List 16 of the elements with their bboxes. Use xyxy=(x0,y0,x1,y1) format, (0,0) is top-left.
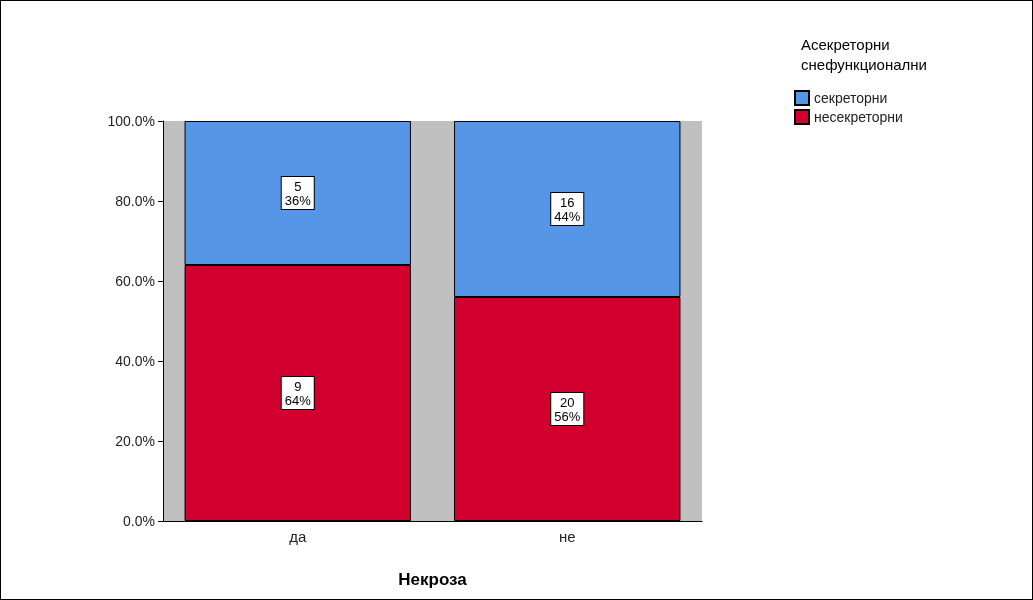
y-tick-label: 40.0% xyxy=(115,353,155,369)
data-label: 5 36% xyxy=(284,178,312,208)
y-tick-label: 0.0% xyxy=(123,513,155,529)
y-tick-label: 80.0% xyxy=(115,193,155,209)
y-tick-label: 20.0% xyxy=(115,433,155,449)
x-tick-label: да xyxy=(289,528,307,545)
x-axis-title: Некроза xyxy=(398,570,468,589)
legend-label: секреторни xyxy=(814,90,888,106)
data-label: 16 44% xyxy=(554,194,581,224)
x-tick-label: не xyxy=(558,528,576,545)
data-label: 9 64% xyxy=(284,378,312,408)
data-label: 20 56% xyxy=(554,394,581,424)
legend-title: Асекреторни снефункционални xyxy=(801,35,927,73)
y-tick-label: 60.0% xyxy=(115,273,155,289)
legend-label: несекреторни xyxy=(814,109,903,125)
y-tick-label: 100.0% xyxy=(107,113,155,129)
